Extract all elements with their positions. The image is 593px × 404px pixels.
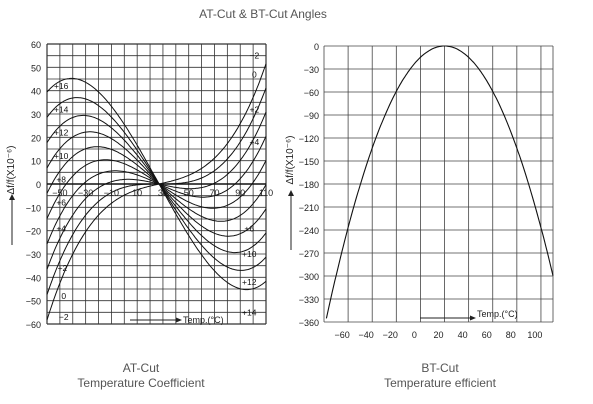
at-cut-x-tick-label: −50	[52, 188, 67, 198]
at-cut-x-axis-title: Temp.(°C)	[130, 315, 224, 325]
at-cut-curve-label: +2	[250, 104, 260, 114]
at-cut-curve-label: +6	[56, 198, 66, 208]
at-cut-x-tick-label: −30	[78, 188, 93, 198]
at-cut-curve-label: +12	[242, 277, 257, 287]
bt-cut-x-tick-label: 20	[433, 330, 443, 340]
bt-cut-caption-line2: Temperature efficient	[384, 376, 497, 390]
at-cut-x-tick-label: −10	[104, 188, 119, 198]
bt-cut-x-tick-label: −60	[334, 330, 349, 340]
bt-cut-curve	[325, 45, 554, 319]
at-cut-curve-labels: +16 +14 +12 +10 +8 +6 +4 +2 0 −2 −2 0 +2 +4 +6 +10 +12 +1…	[54, 51, 260, 322]
at-cut-chart: +16+14+12+10+8+6+4+20−2−20+2+4+6+10+12+1…	[6, 40, 273, 390]
at-cut-x-tick-label: 50	[184, 188, 194, 198]
at-cut-y-tick-label: −10	[26, 203, 41, 213]
at-cut-x-tick-label: 90	[235, 188, 245, 198]
bt-cut-curves	[325, 45, 554, 319]
bt-cut-x-tick-labels: −60 −40 −20 0 20 40 60 80 100	[334, 330, 542, 340]
at-cut-curve-label: +10	[242, 249, 257, 259]
at-cut-curve-label: 0	[252, 69, 257, 79]
at-cut-x-tick-label: 10	[132, 188, 142, 198]
bt-cut-y-tick-label: −180	[299, 180, 319, 190]
bt-cut-y-axis-label: Δf/f(X10⁻⁶)	[285, 136, 296, 185]
at-cut-curve-plus4	[46, 136, 267, 245]
bt-cut-x-axis-label: Temp.(°C)	[477, 309, 518, 319]
at-cut-y-tick-label: −50	[26, 297, 41, 307]
at-cut-curve-label: 0	[61, 291, 66, 301]
at-cut-curve-0	[46, 87, 267, 295]
at-cut-curve-label: +14	[242, 307, 257, 317]
at-cut-y-tick-label: 20	[31, 133, 41, 143]
at-cut-x-tick-label: 30	[158, 188, 168, 198]
at-cut-x-tick-label: 70	[209, 188, 219, 198]
at-cut-y-tick-label: 50	[31, 63, 41, 73]
bt-cut-y-tick-label: −240	[299, 226, 319, 236]
at-cut-x-tick-labels: −50 −30 −10 10 30 50 70 90 110	[52, 188, 273, 198]
at-cut-curve-label: +6	[244, 223, 254, 233]
at-cut-caption-line2: Temperature Coefficient	[77, 376, 205, 390]
bt-cut-x-tick-label: 0	[412, 330, 417, 340]
bt-cut-y-tick-labels: 0 −30 −60 −90 −120 −150 −180 −210 −240 −270 −300 −3…	[299, 42, 319, 328]
bt-cut-grid	[323, 45, 554, 323]
at-cut-x-tick-label: 110	[259, 188, 273, 198]
figure-title: AT-Cut & BT-Cut Angles	[199, 7, 327, 21]
bt-cut-y-tick-label: −120	[299, 134, 319, 144]
at-cut-curve-label: +4	[56, 223, 66, 233]
at-cut-curve-label: +2	[58, 263, 68, 273]
at-cut-curve-label: −2	[59, 312, 69, 322]
at-cut-caption-line1: AT-Cut	[123, 361, 160, 375]
bt-cut-y-tick-label: −300	[299, 272, 319, 282]
bt-cut-y-tick-label: −90	[304, 111, 319, 121]
bt-cut-x-axis-arrowhead	[470, 315, 476, 321]
at-cut-curve-label: +16	[54, 81, 69, 91]
bt-cut-y-tick-label: −30	[304, 65, 319, 75]
at-cut-y-axis-arrowhead	[9, 194, 15, 200]
bt-cut-x-tick-label: −20	[383, 330, 398, 340]
at-cut-y-tick-label: −20	[26, 227, 41, 237]
bt-cut-y-tick-label: −210	[299, 203, 319, 213]
bt-cut-x-tick-label: 40	[458, 330, 468, 340]
at-cut-y-tick-label: 40	[31, 87, 41, 97]
at-cut-y-tick-label: 10	[31, 157, 41, 167]
at-cut-x-axis-arrowhead	[176, 317, 182, 323]
at-cut-curve-label: +4	[250, 137, 260, 147]
bt-cut-y-tick-label: −270	[299, 249, 319, 259]
at-cut-y-tick-label: 0	[36, 180, 41, 190]
bt-cut-y-tick-label: −360	[299, 318, 319, 328]
bt-cut-x-tick-label: 100	[527, 330, 542, 340]
bt-cut-x-axis-title: Temp.(°C)	[420, 309, 518, 321]
bt-cut-x-tick-label: 80	[506, 330, 516, 340]
bt-cut-caption-line1: BT-Cut	[421, 361, 459, 375]
bt-cut-y-tick-label: −60	[304, 88, 319, 98]
at-cut-y-tick-label: −30	[26, 250, 41, 260]
at-cut-curve-minus2	[46, 63, 267, 321]
at-cut-y-tick-label: 60	[31, 40, 41, 50]
bt-cut-x-tick-label: −40	[359, 330, 374, 340]
at-cut-grid	[46, 43, 267, 325]
at-cut-curve-label: +8	[56, 174, 66, 184]
at-cut-y-axis-label: Δf/f(X10⁻⁶)	[6, 146, 17, 195]
bt-cut-y-tick-label: 0	[314, 42, 319, 52]
bt-cut-y-axis-title: Δf/f(X10⁻⁶)	[285, 136, 296, 250]
at-cut-curve-label: +10	[54, 151, 69, 161]
bt-cut-chart: 0 −30 −60 −90 −120 −150 −180 −210 −240 −270 −300 −3…	[285, 42, 554, 390]
bt-cut-x-tick-label: 60	[482, 330, 492, 340]
at-cut-y-tick-label: −60	[26, 320, 41, 330]
at-cut-y-tick-label: −40	[26, 273, 41, 283]
at-cut-curve-label: −2	[250, 51, 260, 61]
at-cut-curve-label: +14	[54, 104, 69, 114]
bt-cut-y-tick-label: −330	[299, 295, 319, 305]
at-cut-y-axis-title: Δf/f(X10⁻⁶)	[6, 146, 17, 245]
at-cut-y-tick-label: 30	[31, 110, 41, 120]
at-cut-x-axis-label: Temp.(°C)	[183, 315, 224, 325]
bt-cut-y-tick-label: −150	[299, 157, 319, 167]
at-cut-curve-plus2	[46, 111, 267, 270]
at-cut-curves	[46, 63, 267, 321]
at-cut-curve-label: +12	[54, 128, 69, 138]
bt-cut-y-axis-arrowhead	[288, 190, 294, 196]
at-cut-y-tick-labels: 60 50 40 30 20 10 0 −10 −20 −30 −40 −50 −60	[26, 40, 41, 330]
